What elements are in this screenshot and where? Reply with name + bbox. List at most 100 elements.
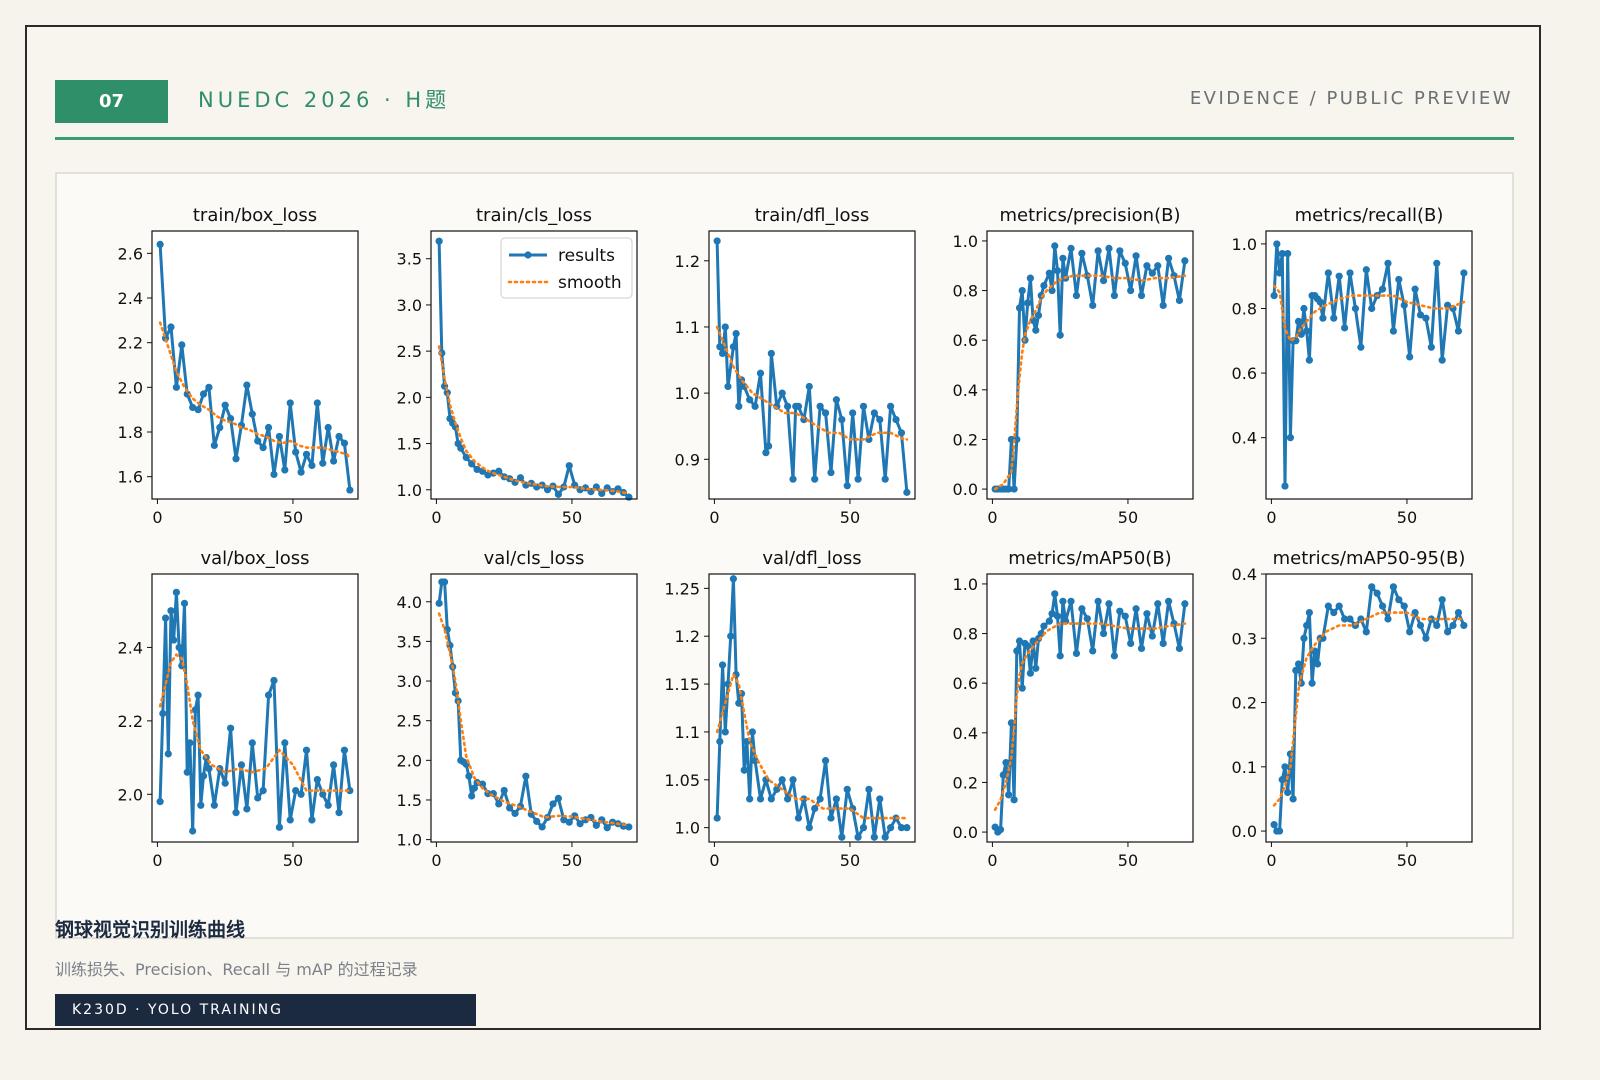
results-point [183, 768, 191, 776]
results-point [1384, 259, 1392, 267]
axes-background [431, 574, 637, 842]
results-point [740, 766, 748, 774]
results-point [1032, 664, 1040, 672]
results-point [1406, 628, 1414, 636]
results-point [746, 396, 754, 404]
results-point [854, 833, 862, 841]
axes-frame [986, 230, 1194, 500]
x-tick-label: 0 [709, 508, 719, 527]
results-point [756, 795, 765, 803]
y-tick-label: 0.3 [1232, 629, 1257, 648]
results-point [598, 489, 606, 498]
results-point [1449, 621, 1457, 630]
results-point [827, 468, 835, 477]
results-point [784, 402, 792, 410]
results-point [440, 578, 449, 586]
results-point [1335, 602, 1343, 610]
results-point [614, 485, 622, 493]
y-tick-label: 2.0 [118, 785, 143, 804]
results-point [1051, 242, 1059, 250]
results-point [164, 750, 172, 758]
results-point [167, 607, 175, 615]
results-point [248, 739, 256, 747]
subplot-title: metrics/mAP50(B) [1008, 548, 1171, 569]
subplot-title: metrics/precision(B) [999, 205, 1180, 226]
smooth-line [158, 321, 352, 461]
results-point [473, 465, 481, 474]
results-point [854, 475, 862, 483]
results-point [560, 816, 568, 824]
subplot-metrics-map50-b-: metrics/mAP50(B) 0 50 0.0 0.2 0.4 0.6 0.8 1.0 [953, 548, 1194, 870]
results-point [435, 237, 443, 245]
results-point [264, 423, 273, 432]
results-point [751, 402, 759, 410]
y-tick-label: 0.4 [953, 381, 978, 400]
results-point [1427, 343, 1435, 351]
results-point [625, 823, 633, 831]
results-point [1281, 482, 1289, 490]
results-point [1324, 602, 1332, 610]
results-point [324, 423, 332, 432]
results-point [865, 785, 873, 793]
results-point [746, 795, 754, 803]
results-point [778, 389, 786, 397]
y-tick-label: 1.0 [675, 384, 700, 403]
results-point [1045, 269, 1053, 277]
smooth-line [715, 325, 909, 441]
results-point [1083, 615, 1091, 623]
results-point [292, 448, 300, 456]
footer-band: K230D · YOLO TRAINING [55, 994, 476, 1026]
results-point [1110, 291, 1118, 300]
results-point [1053, 267, 1062, 275]
results-point [1289, 795, 1297, 803]
results-point [1294, 317, 1303, 326]
y-tick-label: 2.2 [118, 712, 143, 731]
results-point [538, 823, 546, 831]
results-point [1286, 434, 1294, 442]
results-point [1341, 324, 1349, 332]
results-point [1270, 821, 1278, 829]
results-point [859, 824, 868, 832]
results-point [227, 724, 235, 732]
subplot-title: val/box_loss [200, 548, 309, 569]
results-point [330, 761, 338, 769]
results-point [210, 441, 218, 449]
results-point [903, 488, 911, 496]
results-point [1059, 597, 1067, 605]
results-point [1078, 249, 1086, 257]
chart-panel: train/box_loss 0 50 1.6 1.8 2.0 2.2 2.4 2.6 train… [55, 172, 1514, 939]
results-point [1089, 301, 1097, 310]
results-point [248, 410, 256, 418]
results-point [903, 824, 911, 832]
y-tick-label: 1.5 [397, 435, 422, 454]
results-point [1273, 240, 1281, 248]
subplot-metrics-map50-95-b-: metrics/mAP50-95(B) 0 50 0.0 0.1 0.2 0.3 0.4 [1232, 548, 1473, 870]
results-point [340, 746, 349, 754]
results-point [259, 444, 267, 452]
smooth-line [993, 274, 1187, 491]
results-point [189, 403, 197, 412]
results-point [1127, 286, 1135, 295]
results-point [319, 459, 327, 467]
smooth-line [1272, 611, 1466, 807]
results-point [1072, 291, 1081, 300]
results-point [1395, 275, 1403, 284]
axes-frame [151, 230, 359, 500]
results-point [784, 795, 792, 803]
results-point [1181, 600, 1189, 608]
results-point [197, 801, 205, 809]
y-tick-label: 0.6 [1232, 364, 1257, 383]
subplot-train-cls-loss: train/cls_loss 0 50 1.0 1.5 2.0 2.5 3.0 3.5 resul… [397, 205, 638, 527]
results-point [1378, 602, 1387, 610]
y-tick-label: 1.2 [675, 627, 700, 646]
results-point [484, 471, 492, 479]
results-point [346, 486, 354, 494]
results-point [1051, 590, 1059, 598]
subplot-title: train/cls_loss [476, 205, 592, 226]
results-point [1416, 621, 1425, 630]
results-point [1159, 639, 1167, 648]
subplot-metrics-precision-b-: metrics/precision(B) 0 50 0.0 0.2 0.4 0.6 0.8 1.… [953, 205, 1194, 527]
results-point [811, 475, 819, 483]
y-tick-label: 0.0 [953, 823, 978, 842]
results-point [308, 461, 316, 470]
